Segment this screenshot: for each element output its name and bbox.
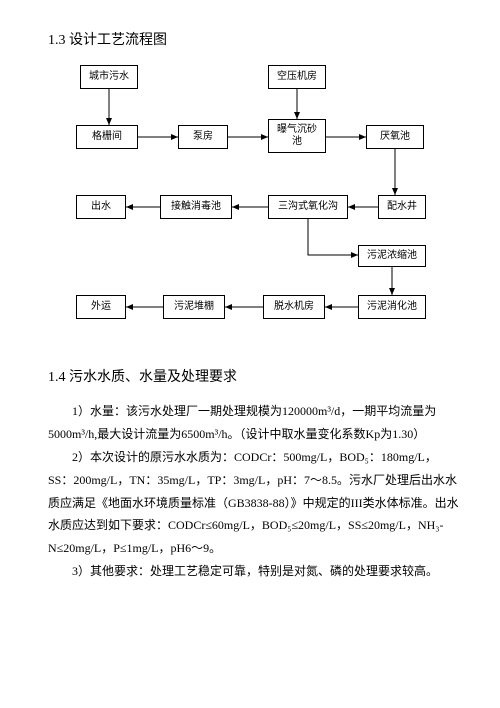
process-flowchart: 城市污水 空压机房格栅间 泵房 曝气沉砂 池 厌氧池出水 接触消毒池 三沟式氧化沟 配水井污泥… [58, 65, 438, 345]
flowchart-node-n15: 污泥消化池 [358, 295, 426, 319]
paragraph-3: 3）其他要求：处理工艺稳定可靠，特别是对氮、磷的处理要求较高。 [48, 560, 460, 583]
flowchart-node-n14: 脱水机房 [263, 295, 325, 319]
section-title-1-4: 1.4 污水水质、水量及处理要求 [48, 365, 460, 390]
flowchart-node-n1: 城市污水 [80, 65, 138, 89]
paragraph-2: 2）本次设计的原污水水质为：CODCr：500mg/L，BOD₅：180mg/L… [48, 446, 460, 560]
flowchart-node-n5: 曝气沉砂 池 [268, 119, 326, 153]
flowchart-node-n10: 配水井 [378, 195, 426, 219]
flowchart-node-n4: 泵房 [178, 125, 228, 149]
flowchart-node-n7: 出水 [76, 195, 126, 219]
flowchart-node-n9: 三沟式氧化沟 [268, 195, 348, 219]
flowchart-node-n6: 厌氧池 [366, 125, 424, 149]
flowchart-node-n2: 空压机房 [268, 65, 326, 89]
flowchart-node-n8: 接触消毒池 [160, 195, 232, 219]
section-title-1-3: 1.3 设计工艺流程图 [48, 28, 460, 53]
flowchart-node-n13: 污泥堆棚 [163, 295, 225, 319]
flowchart-node-n12: 外运 [76, 295, 126, 319]
flowchart-node-n11: 污泥浓缩池 [358, 245, 426, 267]
flowchart-edge-n9-n11 [308, 219, 358, 255]
flowchart-node-n3: 格栅间 [76, 125, 138, 149]
paragraph-1: 1）水量：该污水处理厂一期处理规模为120000m³/d，一期平均流量为5000… [48, 400, 460, 446]
